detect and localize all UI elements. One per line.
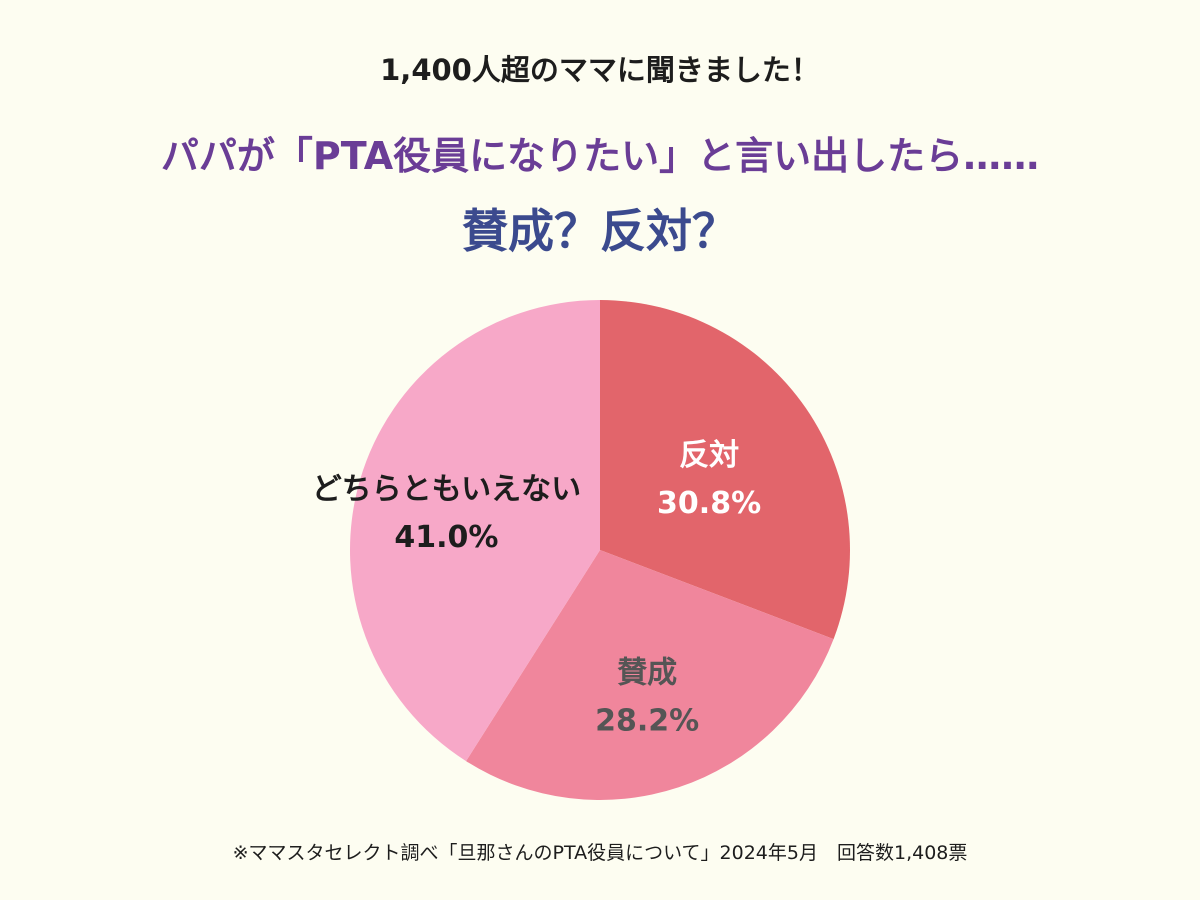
slice-value-1: 30.8% [657, 486, 761, 521]
pie-slice-2 [466, 550, 834, 800]
pie-slice-3 [349, 300, 600, 762]
pie-slice-1 [600, 300, 850, 640]
source-footnote: ※ママスタセレクト調べ「旦那さんのPTA役員について」2024年5月 回答数1,… [232, 842, 968, 864]
slice-label-3: どちらともいえない [312, 472, 581, 507]
pre-title: 1,400人超のママに聞きました！ [380, 53, 820, 87]
slice-value-3: 41.0% [394, 520, 498, 555]
slice-value-2: 28.2% [595, 703, 699, 738]
slice-label-1: 反対 [679, 438, 739, 473]
slice-label-2: 賛成 [617, 655, 677, 690]
chart-subtitle: 賛成？反対？ [462, 204, 738, 258]
chart-title: パパが「PTA役員になりたい」と言い出したら…… [160, 134, 1040, 178]
